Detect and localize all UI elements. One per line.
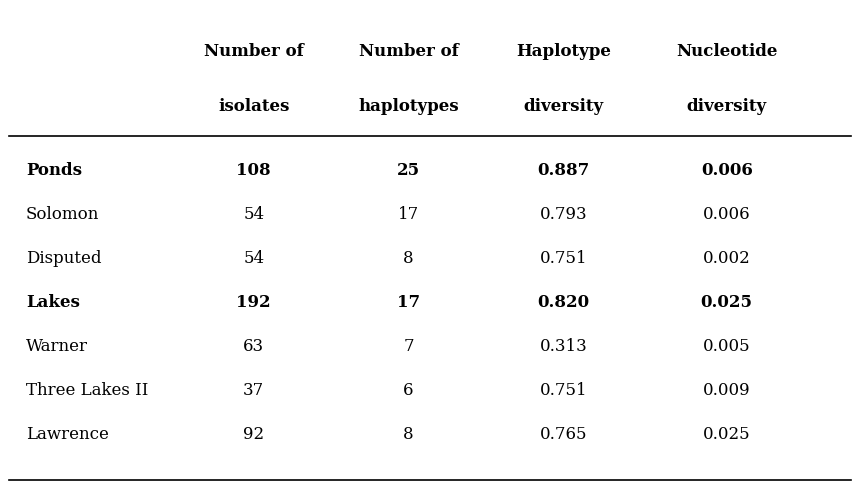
Text: 108: 108 (237, 162, 271, 179)
Text: 0.006: 0.006 (701, 162, 752, 179)
Text: Number of: Number of (359, 43, 458, 60)
Text: 6: 6 (403, 382, 414, 399)
Text: 0.751: 0.751 (539, 250, 587, 267)
Text: Warner: Warner (26, 338, 88, 355)
Text: Ponds: Ponds (26, 162, 82, 179)
Text: 54: 54 (243, 250, 264, 267)
Text: Haplotype: Haplotype (516, 43, 611, 60)
Text: 54: 54 (243, 206, 264, 223)
Text: 0.025: 0.025 (701, 294, 752, 311)
Text: 8: 8 (403, 250, 414, 267)
Text: 0.002: 0.002 (703, 250, 751, 267)
Text: diversity: diversity (523, 98, 604, 115)
Text: Nucleotide: Nucleotide (676, 43, 777, 60)
Text: 0.887: 0.887 (538, 162, 589, 179)
Text: Disputed: Disputed (26, 250, 101, 267)
Text: Three Lakes II: Three Lakes II (26, 382, 148, 399)
Text: 7: 7 (403, 338, 414, 355)
Text: haplotypes: haplotypes (358, 98, 459, 115)
Text: 17: 17 (398, 206, 419, 223)
Text: diversity: diversity (686, 98, 767, 115)
Text: 0.820: 0.820 (538, 294, 589, 311)
Text: Lakes: Lakes (26, 294, 80, 311)
Text: 17: 17 (397, 294, 420, 311)
Text: 0.006: 0.006 (703, 206, 751, 223)
Text: 8: 8 (403, 426, 414, 443)
Text: isolates: isolates (218, 98, 289, 115)
Text: 37: 37 (243, 382, 264, 399)
Text: 63: 63 (243, 338, 264, 355)
Text: 0.005: 0.005 (703, 338, 751, 355)
Text: 0.751: 0.751 (539, 382, 587, 399)
Text: 0.025: 0.025 (703, 426, 751, 443)
Text: 0.009: 0.009 (703, 382, 751, 399)
Text: 192: 192 (237, 294, 271, 311)
Text: 0.765: 0.765 (539, 426, 587, 443)
Text: 25: 25 (397, 162, 420, 179)
Text: 92: 92 (243, 426, 264, 443)
Text: 0.313: 0.313 (539, 338, 587, 355)
Text: Number of: Number of (204, 43, 304, 60)
Text: Lawrence: Lawrence (26, 426, 108, 443)
Text: Solomon: Solomon (26, 206, 99, 223)
Text: 0.793: 0.793 (539, 206, 587, 223)
